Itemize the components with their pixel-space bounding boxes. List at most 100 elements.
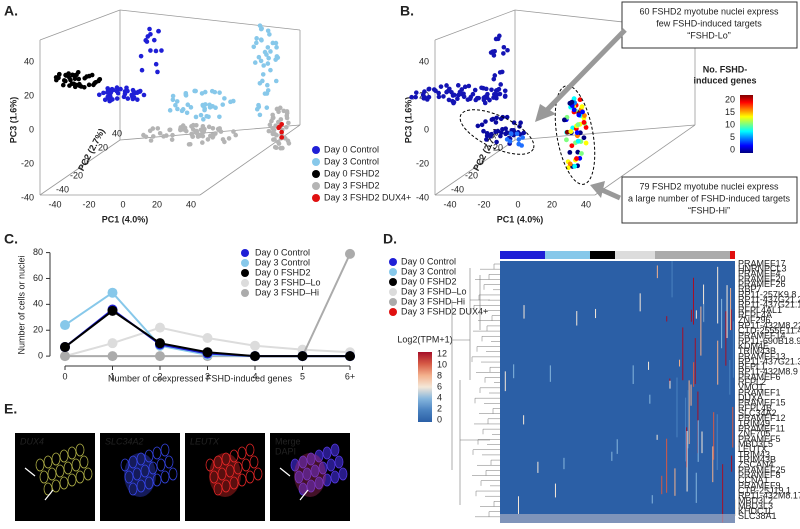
- panel-label: C.: [4, 231, 18, 247]
- colorbar-tick-label: 4: [437, 392, 442, 402]
- axis-frame: [119, 9, 301, 31]
- decor-dot: [63, 73, 69, 78]
- decor-dot: [73, 72, 78, 78]
- decor-dot: [494, 92, 500, 98]
- legend-marker: [241, 279, 249, 287]
- decor-dot: [561, 117, 567, 123]
- annotation-bar: [545, 251, 590, 259]
- nucleus: [237, 446, 247, 460]
- pc1-axis-label: PC1 (4.0%): [102, 214, 149, 224]
- nucleus: [71, 458, 81, 472]
- decor-dot: [576, 112, 582, 118]
- legend-marker: [389, 278, 397, 286]
- colorbar-tick-label: 12: [437, 348, 447, 358]
- nucleus: [245, 470, 255, 484]
- heatmap-streak: [701, 431, 703, 454]
- nucleus: [334, 455, 344, 469]
- decor-dot: [451, 92, 457, 98]
- decor-dot: [125, 96, 131, 101]
- decor-dot: [567, 161, 573, 167]
- legend-label: Day 0 FSHD2: [401, 276, 457, 286]
- decor-dot: [202, 89, 208, 95]
- colorbar-title: No. FSHD-: [703, 64, 748, 74]
- heatmap-streak: [666, 438, 668, 493]
- decor-dot: [202, 106, 207, 111]
- gene-label: RP11-690B18.9: [738, 336, 800, 346]
- heatmap-bottom: [500, 514, 735, 523]
- decor-dot: [180, 107, 186, 112]
- decor-dot: [170, 132, 175, 138]
- y-tick-label: 40: [33, 299, 43, 309]
- annotation-bar: [615, 251, 655, 259]
- legend-label: Day 0 FSHD2: [255, 267, 311, 277]
- gene-label: VMO1: [738, 382, 764, 392]
- decor-dot: [497, 33, 502, 39]
- decor-dot: [501, 44, 507, 50]
- heatmap-streak: [666, 316, 668, 322]
- gene-label: MBD3L3: [738, 501, 773, 511]
- signal: [209, 453, 241, 497]
- decor-dot: [481, 97, 487, 103]
- micrograph: [15, 433, 95, 521]
- decor-dot: [69, 81, 75, 87]
- heatmap-streak: [674, 468, 676, 496]
- heatmap-streak: [576, 311, 578, 326]
- decor-dot: [265, 88, 271, 93]
- gene-label: PRAMEF11: [738, 423, 785, 433]
- gene-label: SLC38A1: [738, 511, 777, 521]
- heatmap-streak: [694, 338, 696, 385]
- decor-dot: [493, 88, 499, 93]
- legend-label: Day 0 Control: [324, 144, 379, 154]
- decor-dot: [441, 94, 446, 99]
- heatmap-streak: [563, 457, 565, 470]
- legend-label: Day 3 FSHD2: [324, 180, 380, 190]
- heatmap-streak: [729, 359, 731, 395]
- y-axis-label: Number of cells or nuclei: [16, 255, 26, 354]
- decor-dot: [231, 98, 236, 104]
- gene-label: RFPL1: [738, 362, 766, 372]
- gene-label: MBD3L5: [738, 439, 773, 449]
- decor-dot: [481, 128, 486, 134]
- legend-label: Day 3 FSHD–Lo: [255, 277, 321, 287]
- decor-dot: [256, 104, 262, 110]
- decor-dot: [516, 137, 522, 142]
- decor-dot: [564, 129, 570, 135]
- pc3-axis-label: PC3 (1.6%): [8, 97, 18, 144]
- heatmap-streak: [703, 304, 705, 323]
- heatmap-streak: [695, 310, 697, 319]
- decor-dot: [173, 102, 178, 108]
- decor-dot: [206, 124, 212, 130]
- decor-dot: [455, 83, 461, 88]
- point: [202, 333, 213, 343]
- channel-label: Merge: [275, 436, 301, 446]
- decor-dot: [447, 86, 452, 92]
- decor-dot: [277, 124, 282, 130]
- gene-label: RBP7: [738, 284, 762, 294]
- gene-label: PRAMEF4: [738, 269, 781, 279]
- heatmap-streak: [700, 306, 702, 356]
- pc1-tick-label: -20: [477, 199, 490, 209]
- gene-label: LEUTX: [738, 444, 767, 454]
- decor-dot: [210, 133, 216, 139]
- heatmap-streak: [504, 371, 506, 392]
- decor-dot: [484, 130, 490, 136]
- decor-dot: [118, 86, 123, 92]
- arrow: [279, 467, 291, 477]
- pc2-tick-label: -20: [465, 170, 478, 180]
- heatmap-streak: [649, 394, 651, 404]
- nucleus: [217, 467, 227, 481]
- point: [250, 340, 260, 351]
- nucleus: [160, 470, 170, 484]
- decor-dot: [257, 80, 263, 86]
- legend-marker: [312, 182, 320, 190]
- nucleus: [221, 479, 231, 493]
- x-tick-label: 3: [205, 371, 210, 381]
- decor-dot: [254, 40, 259, 46]
- nucleus: [136, 479, 146, 493]
- pc3-tick-label: -40: [416, 192, 429, 202]
- legend-label: Day 3 FSHD–Hi: [401, 296, 465, 306]
- decor-dot: [145, 34, 151, 39]
- decor-dot: [220, 137, 226, 142]
- panel-label: E.: [4, 401, 17, 417]
- decor-dot: [272, 131, 278, 137]
